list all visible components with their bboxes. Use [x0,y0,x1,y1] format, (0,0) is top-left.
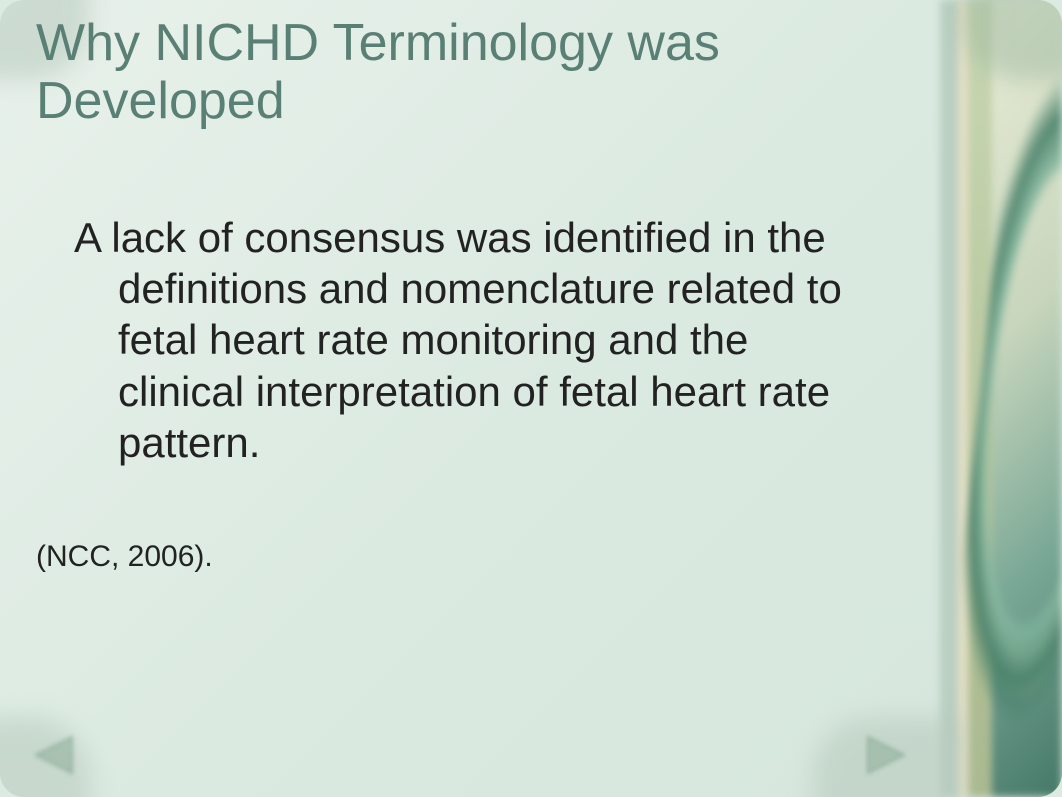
arrow-right-icon [856,766,914,783]
arrow-left-icon [26,766,84,783]
prev-slide-button[interactable] [26,731,84,779]
next-slide-button[interactable] [856,731,914,779]
slide-title: Why NICHD Terminology was Developed [36,14,896,130]
decorative-right-band [940,0,1062,797]
slide: Why NICHD Terminology was Developed A la… [0,0,1062,797]
slide-body: A lack of consensus was identified in th… [36,212,866,468]
slide-citation: (NCC, 2006). [36,540,213,574]
slide-body-text: A lack of consensus was identified in th… [36,212,866,468]
